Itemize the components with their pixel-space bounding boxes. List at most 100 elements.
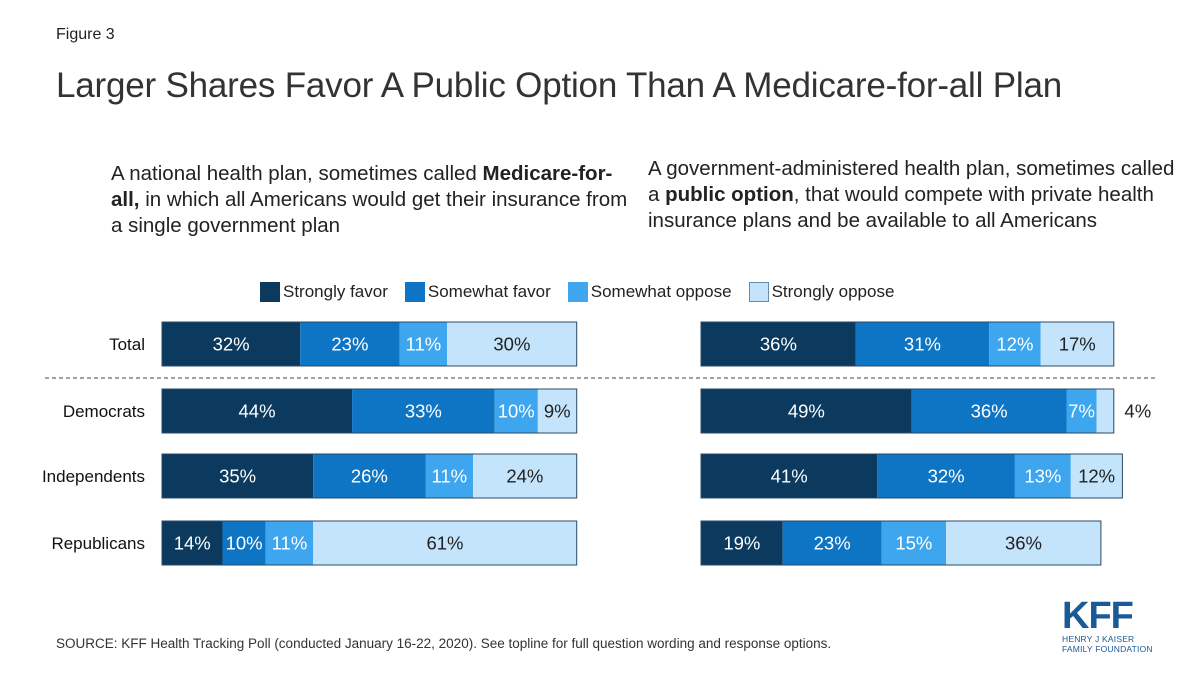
kff-logo-wordmark: KFF <box>1062 595 1134 637</box>
data-label-public-option-total-somewhat-favor: 31% <box>904 334 941 355</box>
bar-public-option-republicans-somewhat-oppose <box>881 521 947 565</box>
bar-outline-public-option-total <box>700 321 1115 367</box>
left-desc-text-2: in which all Americans would get their i… <box>111 188 628 237</box>
legend-swatch-strongly-oppose <box>748 282 769 302</box>
data-label-medicare-for-all-democrats-somewhat-oppose: 10% <box>498 401 535 422</box>
bar-medicare-for-all-republicans-somewhat-favor <box>222 521 266 565</box>
data-label-public-option-independents-strongly-oppose: 12% <box>1078 466 1115 487</box>
bar-outline-public-option-independents <box>700 453 1123 499</box>
data-label-medicare-for-all-republicans-strongly-oppose: 61% <box>426 533 463 554</box>
bar-medicare-for-all-total-strongly-oppose <box>447 322 577 366</box>
bar-public-option-democrats-somewhat-favor <box>911 389 1067 433</box>
legend-label-somewhat-oppose: Somewhat oppose <box>590 282 732 301</box>
data-label-public-option-republicans-strongly-oppose: 36% <box>1005 533 1042 554</box>
data-label-medicare-for-all-total-somewhat-favor: 23% <box>331 334 368 355</box>
data-label-public-option-total-strongly-oppose: 17% <box>1059 334 1096 355</box>
legend-swatch-strongly-favor <box>260 282 280 302</box>
left-chart-description: A national health plan, sometimes called… <box>111 161 631 239</box>
category-label-democrats: Democrats <box>63 402 145 421</box>
bar-public-option-republicans-strongly-oppose <box>946 521 1101 565</box>
data-label-medicare-for-all-democrats-somewhat-favor: 33% <box>405 401 442 422</box>
bar-public-option-independents-strongly-favor <box>701 454 878 498</box>
bar-medicare-for-all-total-strongly-favor <box>162 322 301 366</box>
bar-medicare-for-all-republicans-somewhat-oppose <box>265 521 314 565</box>
legend-label-somewhat-favor: Somewhat favor <box>427 282 551 301</box>
kff-logo-line2: FAMILY FOUNDATION <box>1062 644 1153 654</box>
medicare-for-all-chart: 32% 23% 11% 30% 44% 33% 10% 9% 35% 26% 11% 24% 14% 10… <box>161 321 578 566</box>
right-desc-text-1: A government-administered health plan, s… <box>648 157 1175 206</box>
category-label-total: Total <box>109 335 145 354</box>
bar-medicare-for-all-total-somewhat-oppose <box>399 322 448 366</box>
data-label-public-option-independents-strongly-favor: 41% <box>771 466 808 487</box>
legend-swatch-somewhat-oppose <box>567 282 588 302</box>
bar-medicare-for-all-independents-somewhat-favor <box>313 454 426 498</box>
bar-public-option-independents-strongly-oppose <box>1070 454 1123 498</box>
data-label-public-option-democrats-strongly-oppose: 4% <box>1124 401 1151 422</box>
data-label-medicare-for-all-independents-strongly-favor: 35% <box>219 466 256 487</box>
legend-swatch-somewhat-favor <box>404 282 425 302</box>
bar-outline-public-option-republicans <box>700 520 1102 566</box>
data-label-public-option-republicans-strongly-favor: 19% <box>723 533 760 554</box>
left-desc-bold: Medicare-for-all, <box>111 162 613 211</box>
data-label-public-option-republicans-somewhat-oppose: 15% <box>895 533 932 554</box>
data-label-medicare-for-all-independents-somewhat-oppose: 11% <box>431 466 467 487</box>
bar-medicare-for-all-independents-somewhat-oppose <box>425 454 474 498</box>
data-label-medicare-for-all-total-somewhat-oppose: 11% <box>406 334 442 355</box>
bar-medicare-for-all-total-somewhat-favor <box>300 322 400 366</box>
bar-public-option-independents-somewhat-favor <box>877 454 1015 498</box>
left-desc-text-1: A national health plan, sometimes called <box>111 162 483 185</box>
bar-public-option-republicans-somewhat-favor <box>782 521 882 565</box>
bar-medicare-for-all-democrats-strongly-favor <box>162 389 353 433</box>
bar-medicare-for-all-independents-strongly-favor <box>162 454 314 498</box>
legend-item-somewhat-oppose: Somewhat oppose <box>567 282 732 302</box>
source-note: SOURCE: KFF Health Tracking Poll (conduc… <box>56 636 832 651</box>
data-label-public-option-republicans-somewhat-favor: 23% <box>814 533 851 554</box>
category-label-republicans: Republicans <box>51 534 145 553</box>
bar-outline-medicare-for-all-total <box>161 321 578 367</box>
legend-item-strongly-oppose: Strongly oppose <box>748 282 895 302</box>
bar-public-option-total-strongly-oppose <box>1040 322 1114 366</box>
bar-medicare-for-all-democrats-strongly-oppose <box>537 389 577 433</box>
bar-public-option-democrats-somewhat-oppose <box>1066 389 1097 433</box>
public-option-chart: 36% 31% 12% 17% 49% 36% 7% 4% 41% 32% 13% 12% 19% 23%… <box>700 321 1151 566</box>
data-label-public-option-independents-somewhat-oppose: 13% <box>1024 466 1061 487</box>
bar-medicare-for-all-democrats-somewhat-favor <box>352 389 495 433</box>
chart-title: Larger Shares Favor A Public Option Than… <box>56 66 1062 105</box>
category-label-independents: Independents <box>42 467 145 486</box>
data-label-public-option-democrats-strongly-favor: 49% <box>788 401 825 422</box>
bar-public-option-democrats-strongly-favor <box>701 389 912 433</box>
bar-medicare-for-all-republicans-strongly-oppose <box>313 521 577 565</box>
bar-outline-medicare-for-all-democrats <box>161 388 578 434</box>
data-label-medicare-for-all-total-strongly-oppose: 30% <box>493 334 530 355</box>
bar-outline-medicare-for-all-republicans <box>161 520 578 566</box>
right-chart-description: A government-administered health plan, s… <box>648 156 1188 234</box>
bar-medicare-for-all-independents-strongly-oppose <box>473 454 577 498</box>
bar-public-option-total-somewhat-oppose <box>989 322 1041 366</box>
data-label-public-option-independents-somewhat-favor: 32% <box>928 466 965 487</box>
bar-public-option-total-strongly-favor <box>701 322 856 366</box>
figure-label: Figure 3 <box>56 26 115 43</box>
bar-public-option-democrats-strongly-oppose <box>1096 389 1114 433</box>
kff-logo: KFF HENRY J KAISER FAMILY FOUNDATION <box>1062 595 1162 654</box>
right-desc-text-2: , that would compete with private health… <box>648 183 1154 232</box>
bar-outline-medicare-for-all-independents <box>161 453 578 499</box>
data-label-public-option-democrats-somewhat-oppose: 7% <box>1068 401 1095 422</box>
data-label-public-option-democrats-somewhat-favor: 36% <box>971 401 1008 422</box>
data-label-medicare-for-all-democrats-strongly-oppose: 9% <box>544 401 571 422</box>
data-label-medicare-for-all-total-strongly-favor: 32% <box>213 334 250 355</box>
legend-label-strongly-oppose: Strongly oppose <box>771 282 895 301</box>
data-label-medicare-for-all-republicans-somewhat-favor: 10% <box>226 533 263 554</box>
bar-outline-public-option-democrats <box>700 388 1115 434</box>
legend-label-strongly-favor: Strongly favor <box>283 282 388 301</box>
data-label-medicare-for-all-independents-strongly-oppose: 24% <box>506 466 543 487</box>
data-label-medicare-for-all-independents-somewhat-favor: 26% <box>351 466 388 487</box>
bar-medicare-for-all-democrats-somewhat-oppose <box>494 389 538 433</box>
legend-item-somewhat-favor: Somewhat favor <box>404 282 551 302</box>
legend-item-strongly-favor: Strongly favor <box>260 282 388 302</box>
data-label-medicare-for-all-democrats-strongly-favor: 44% <box>239 401 276 422</box>
bar-public-option-republicans-strongly-favor <box>701 521 783 565</box>
bar-public-option-independents-somewhat-oppose <box>1014 454 1071 498</box>
data-label-public-option-total-strongly-favor: 36% <box>760 334 797 355</box>
chart-legend: Strongly favor Somewhat favor Somewhat o… <box>260 281 911 303</box>
